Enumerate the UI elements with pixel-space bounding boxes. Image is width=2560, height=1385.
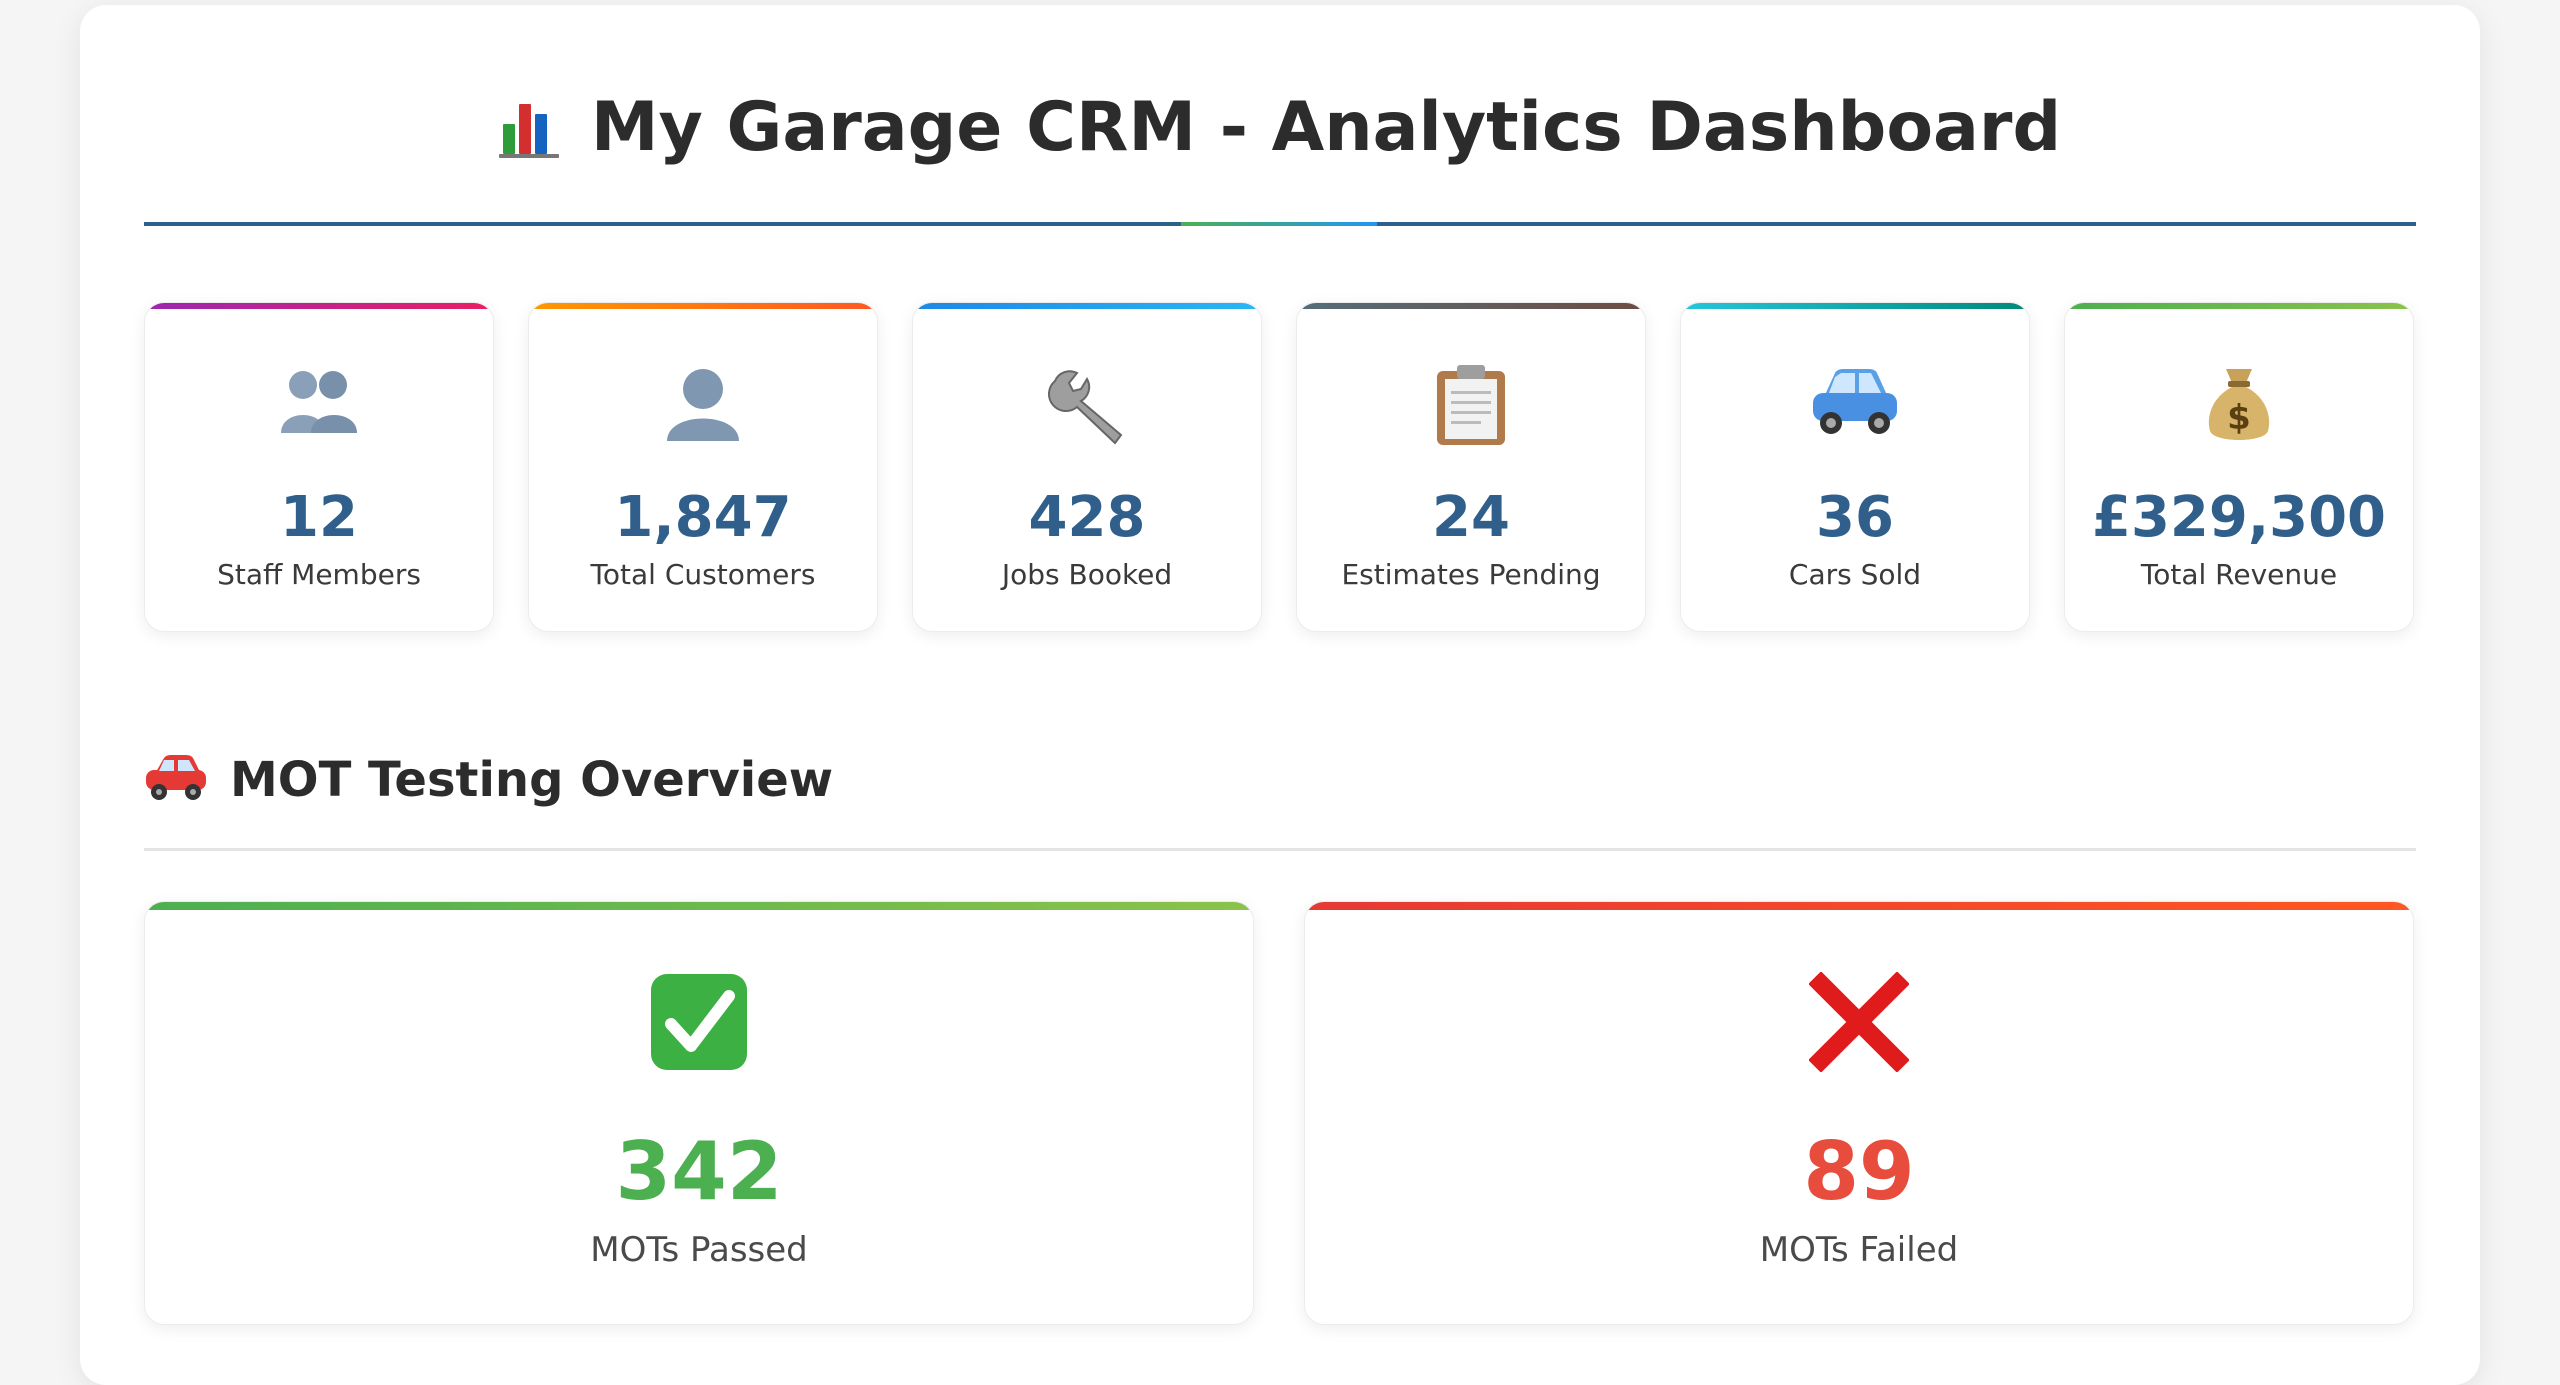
stat-label: Estimates Pending bbox=[1341, 558, 1601, 591]
wrench-icon bbox=[913, 365, 1261, 449]
section-divider bbox=[144, 848, 2416, 851]
stat-card-cars-sold[interactable]: 36 Cars Sold bbox=[1680, 302, 2030, 632]
card-accent bbox=[145, 303, 493, 309]
stat-label: Total Revenue bbox=[2140, 558, 2338, 591]
mot-failed-card[interactable]: 89 MOTs Failed bbox=[1304, 901, 2414, 1325]
check-icon bbox=[145, 972, 1253, 1072]
stat-label: Jobs Booked bbox=[1001, 558, 1173, 591]
person-icon bbox=[529, 365, 877, 449]
red-car-icon bbox=[144, 751, 208, 801]
stat-label: Staff Members bbox=[217, 558, 421, 591]
card-accent bbox=[1297, 303, 1645, 309]
dashboard-panel: My Garage CRM - Analytics Dashboard 12 S… bbox=[80, 5, 2480, 1385]
stat-card-revenue[interactable]: $ £329,300 Total Revenue bbox=[2064, 302, 2414, 632]
people-icon bbox=[145, 365, 493, 449]
stat-value: 24 bbox=[1432, 485, 1510, 550]
section-title-mot: MOT Testing Overview bbox=[144, 745, 833, 815]
stat-value: £329,300 bbox=[2091, 485, 2387, 550]
card-accent bbox=[529, 303, 877, 309]
card-accent bbox=[913, 303, 1261, 309]
header-accent bbox=[1181, 222, 1377, 226]
stat-value: 36 bbox=[1816, 485, 1894, 550]
mot-passed-label: MOTs Passed bbox=[590, 1230, 808, 1270]
card-accent bbox=[145, 902, 1253, 910]
stat-value: 428 bbox=[1028, 485, 1146, 550]
mot-failed-value: 89 bbox=[1803, 1125, 1915, 1218]
card-accent bbox=[1681, 303, 2029, 309]
stat-card-estimates[interactable]: 24 Estimates Pending bbox=[1296, 302, 1646, 632]
stat-label: Total Customers bbox=[590, 558, 816, 591]
stat-card-customers[interactable]: 1,847 Total Customers bbox=[528, 302, 878, 632]
mot-passed-card[interactable]: 342 MOTs Passed bbox=[144, 901, 1254, 1325]
money-bag-icon: $ bbox=[2065, 365, 2413, 449]
stat-value: 12 bbox=[280, 485, 358, 550]
section-title-text: MOT Testing Overview bbox=[230, 752, 834, 808]
stat-value: 1,847 bbox=[614, 485, 792, 550]
clipboard-icon bbox=[1297, 365, 1645, 449]
car-icon bbox=[1681, 365, 2029, 449]
stat-cards: 12 Staff Members 1,847 Total Customers 4… bbox=[144, 302, 2416, 636]
page-title: My Garage CRM - Analytics Dashboard bbox=[144, 83, 2416, 173]
svg-text:$: $ bbox=[2227, 398, 2251, 438]
stat-card-staff[interactable]: 12 Staff Members bbox=[144, 302, 494, 632]
page-title-text: My Garage CRM - Analytics Dashboard bbox=[590, 88, 2062, 167]
cross-icon bbox=[1305, 971, 2413, 1073]
card-accent bbox=[1305, 902, 2413, 910]
mot-failed-label: MOTs Failed bbox=[1759, 1230, 1959, 1270]
card-accent bbox=[2065, 303, 2413, 309]
mot-passed-value: 342 bbox=[615, 1125, 783, 1218]
stat-label: Cars Sold bbox=[1788, 558, 1922, 591]
bar-chart-icon bbox=[498, 92, 561, 158]
stat-card-jobs[interactable]: 428 Jobs Booked bbox=[912, 302, 1262, 632]
dashboard-header: My Garage CRM - Analytics Dashboard bbox=[144, 5, 2416, 226]
